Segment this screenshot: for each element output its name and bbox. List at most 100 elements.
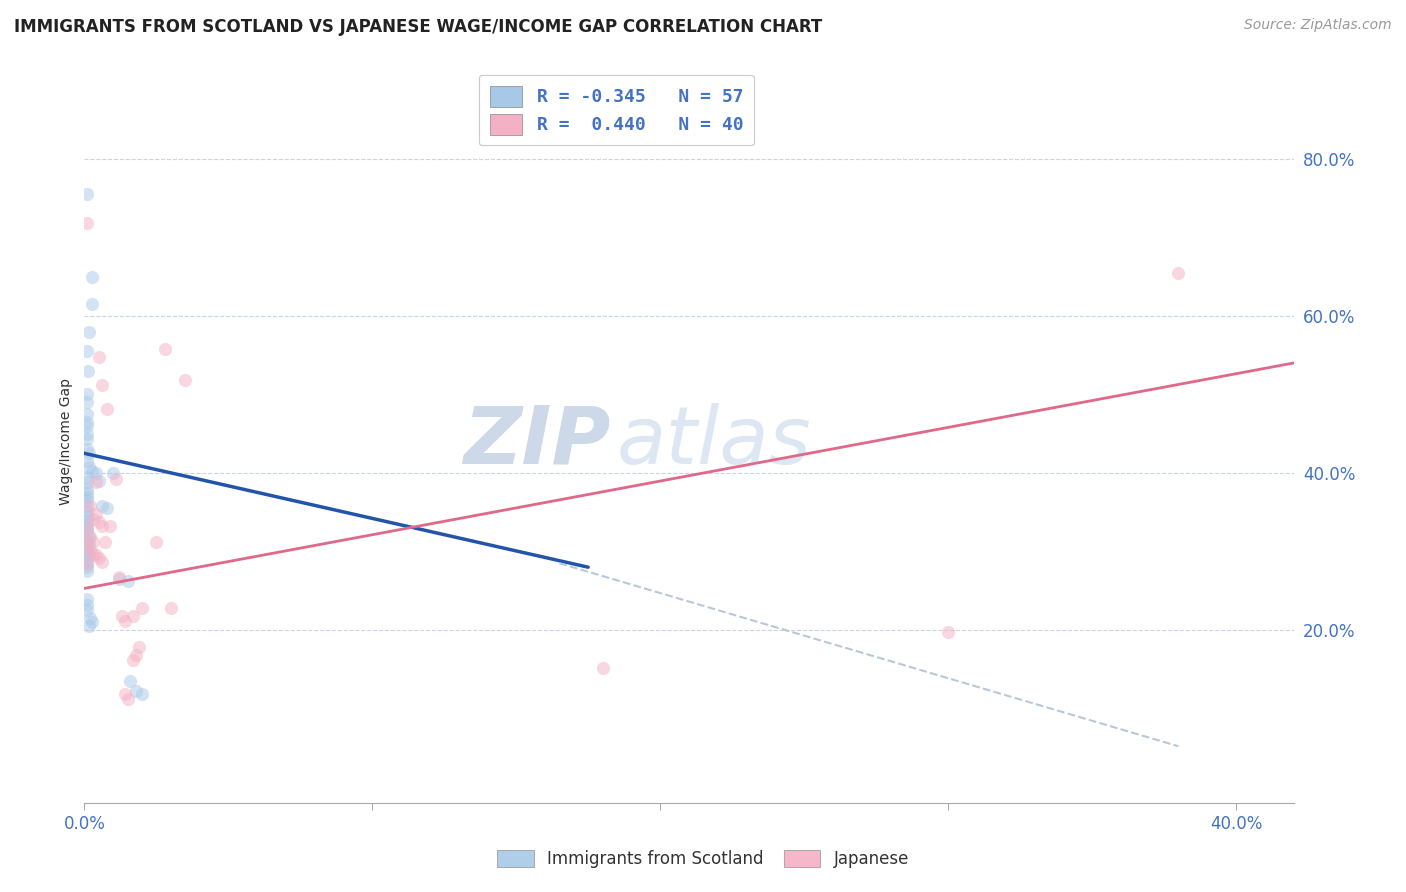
- Point: [76, 603, 98, 617]
- Text: ZIP: ZIP: [463, 402, 610, 481]
- Point: [76, 544, 98, 558]
- Point: [87, 515, 110, 529]
- Point: [111, 608, 134, 623]
- Point: [592, 661, 614, 675]
- Point: [122, 608, 145, 623]
- Point: [174, 373, 197, 387]
- Point: [76, 523, 98, 537]
- Point: [120, 674, 142, 689]
- Point: [87, 550, 110, 565]
- Point: [79, 499, 101, 513]
- Point: [105, 472, 128, 486]
- Point: [80, 269, 103, 284]
- Point: [76, 415, 98, 429]
- Point: [76, 516, 98, 531]
- Point: [84, 548, 107, 562]
- Point: [108, 572, 131, 586]
- Point: [76, 344, 98, 359]
- Point: [77, 536, 100, 550]
- Point: [76, 475, 98, 490]
- Point: [936, 625, 959, 640]
- Point: [76, 395, 98, 409]
- Point: [98, 518, 121, 533]
- Point: [84, 475, 107, 490]
- Point: [76, 482, 98, 496]
- Point: [101, 466, 124, 480]
- Point: [77, 549, 100, 563]
- Point: [76, 591, 98, 606]
- Point: [90, 499, 112, 513]
- Point: [117, 574, 139, 589]
- Point: [76, 418, 98, 433]
- Point: [76, 533, 98, 547]
- Point: [76, 407, 98, 421]
- Point: [76, 485, 98, 500]
- Point: [125, 648, 148, 662]
- Point: [76, 442, 98, 457]
- Point: [77, 446, 100, 460]
- Point: [79, 611, 101, 625]
- Point: [82, 547, 104, 561]
- Point: [90, 378, 112, 392]
- Point: [79, 542, 101, 557]
- Point: [76, 499, 98, 513]
- Point: [80, 297, 103, 311]
- Point: [76, 493, 98, 508]
- Point: [84, 466, 107, 480]
- Point: [117, 692, 139, 706]
- Point: [114, 614, 136, 628]
- Point: [77, 529, 100, 543]
- Point: [131, 687, 153, 701]
- Point: [76, 426, 98, 441]
- Point: [153, 342, 176, 356]
- Point: [76, 541, 98, 555]
- Point: [76, 521, 98, 535]
- Point: [76, 564, 98, 578]
- Text: IMMIGRANTS FROM SCOTLAND VS JAPANESE WAGE/INCOME GAP CORRELATION CHART: IMMIGRANTS FROM SCOTLAND VS JAPANESE WAG…: [14, 18, 823, 36]
- Legend: Immigrants from Scotland, Japanese: Immigrants from Scotland, Japanese: [491, 843, 915, 875]
- Point: [82, 511, 104, 525]
- Point: [77, 459, 100, 474]
- Point: [76, 387, 98, 401]
- Point: [76, 538, 98, 552]
- Point: [96, 501, 118, 516]
- Y-axis label: Wage/Income Gap: Wage/Income Gap: [59, 378, 73, 505]
- Point: [76, 490, 98, 504]
- Point: [82, 535, 104, 549]
- Point: [76, 524, 98, 539]
- Point: [90, 556, 112, 570]
- Point: [125, 684, 148, 698]
- Text: Source: ZipAtlas.com: Source: ZipAtlas.com: [1244, 18, 1392, 32]
- Point: [93, 535, 115, 549]
- Point: [76, 364, 98, 378]
- Point: [76, 216, 98, 230]
- Legend: R = -0.345   N = 57, R =  0.440   N = 40: R = -0.345 N = 57, R = 0.440 N = 40: [479, 75, 754, 145]
- Point: [76, 503, 98, 517]
- Point: [76, 552, 98, 566]
- Point: [108, 569, 131, 583]
- Point: [80, 615, 103, 630]
- Point: [87, 350, 110, 364]
- Point: [96, 401, 118, 416]
- Point: [76, 557, 98, 571]
- Point: [77, 325, 100, 339]
- Text: atlas: atlas: [616, 402, 811, 481]
- Point: [76, 187, 98, 202]
- Point: [76, 454, 98, 468]
- Point: [90, 519, 112, 533]
- Point: [76, 560, 98, 574]
- Point: [114, 687, 136, 701]
- Point: [145, 535, 167, 549]
- Point: [76, 513, 98, 527]
- Point: [79, 530, 101, 544]
- Point: [76, 432, 98, 446]
- Point: [76, 509, 98, 524]
- Point: [77, 619, 100, 633]
- Point: [131, 601, 153, 615]
- Point: [76, 470, 98, 484]
- Point: [122, 653, 145, 667]
- Point: [76, 556, 98, 570]
- Point: [84, 507, 107, 521]
- Point: [1167, 266, 1189, 280]
- Point: [76, 598, 98, 612]
